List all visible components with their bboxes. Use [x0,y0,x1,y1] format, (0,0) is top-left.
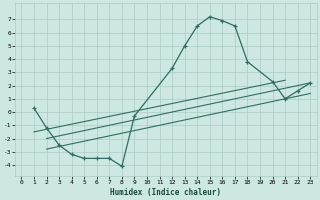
X-axis label: Humidex (Indice chaleur): Humidex (Indice chaleur) [110,188,221,197]
